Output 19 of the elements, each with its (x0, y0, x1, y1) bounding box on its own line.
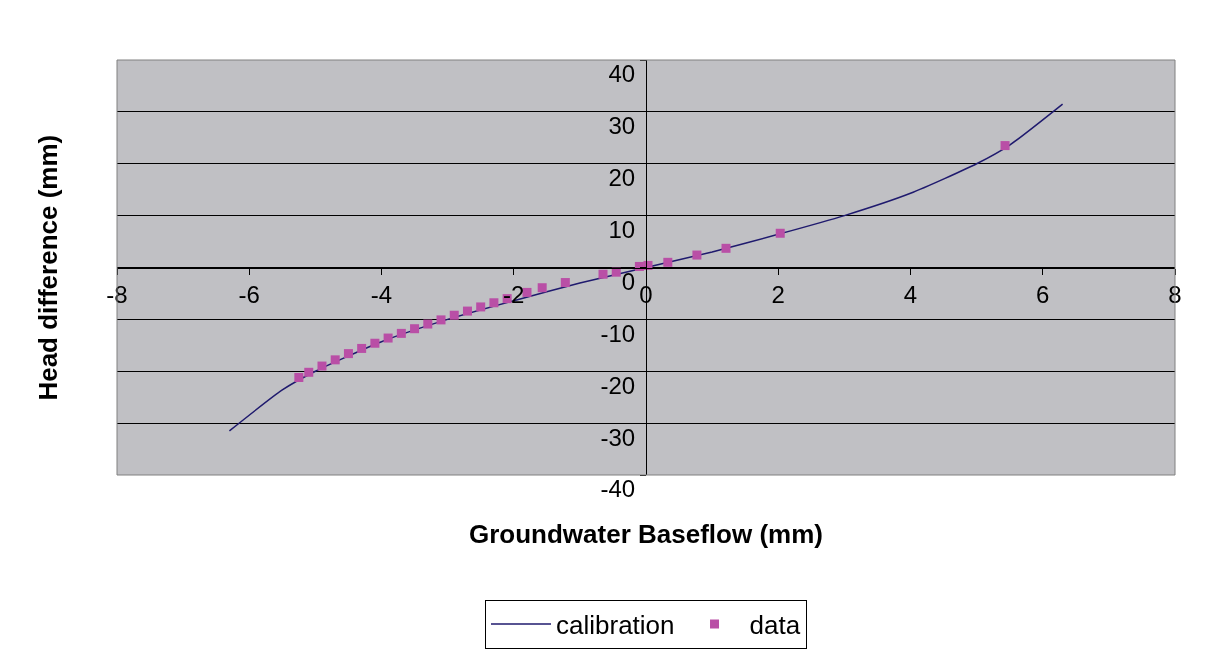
y-tick-label: -10 (600, 319, 636, 347)
y-tick-label: -40 (600, 475, 636, 503)
x-tick-label: -8 (106, 281, 128, 309)
x-tick-label: 6 (1036, 281, 1050, 309)
y-axis-title: Head difference (mm) (32, 134, 63, 401)
legend-label: data (749, 610, 801, 641)
y-tick-label: -30 (600, 423, 636, 451)
x-tick-label: 2 (771, 281, 785, 309)
y-tick-label: 20 (608, 164, 636, 192)
x-tick-label: 4 (903, 281, 918, 309)
x-tick-label: -6 (238, 281, 260, 309)
y-tick-label: 30 (608, 112, 636, 140)
x-axis-title: Groundwater Baseflow (mm) (469, 519, 823, 549)
legend-label: calibration (556, 610, 675, 641)
y-tick-label: 40 (608, 60, 636, 88)
y-tick-label: 10 (608, 216, 636, 244)
y-tick-label: -20 (600, 371, 636, 399)
x-tick-label: 8 (1168, 281, 1182, 309)
x-tick-label: -4 (370, 281, 393, 309)
